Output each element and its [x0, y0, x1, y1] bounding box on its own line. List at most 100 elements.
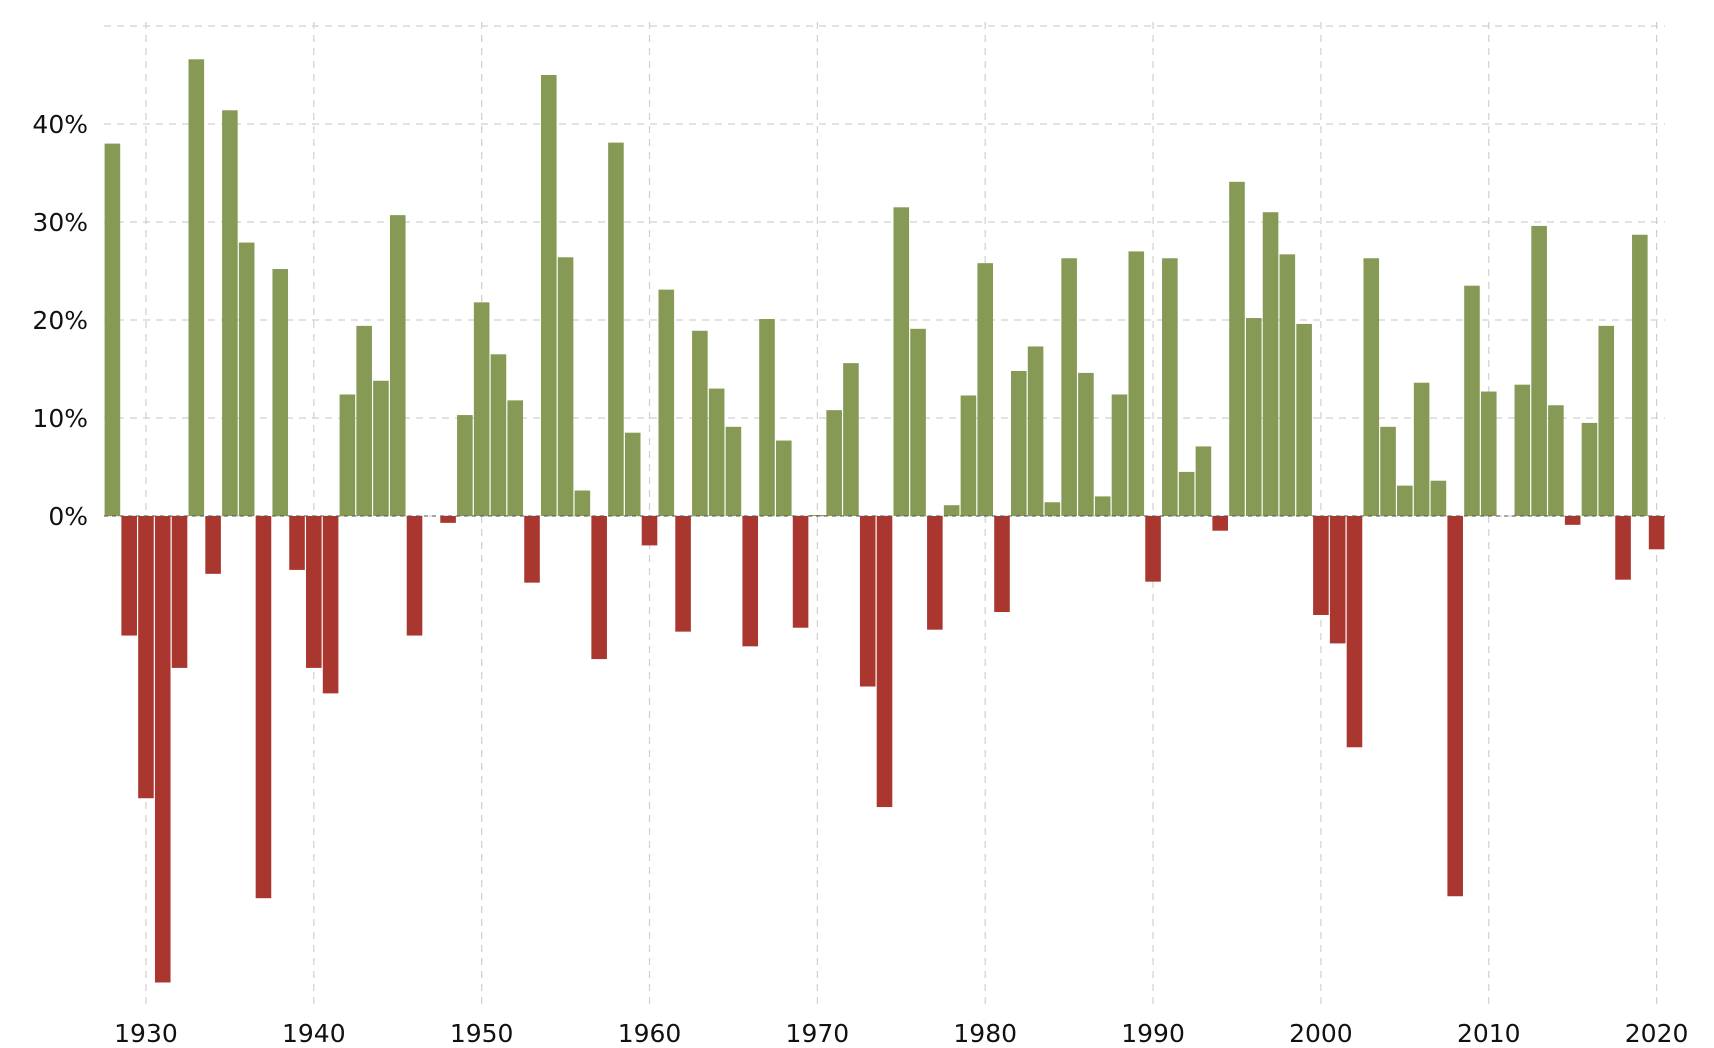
x-tick-label: 1950	[450, 1019, 514, 1048]
x-tick-label: 2020	[1625, 1019, 1689, 1048]
bar-2006	[1413, 382, 1430, 516]
bar-1993	[1195, 446, 1212, 516]
bar-1953	[524, 516, 540, 583]
y-tick-label: 20%	[32, 306, 88, 335]
bar-1982	[1010, 370, 1027, 516]
bar-1991	[1162, 258, 1178, 516]
bar-1983	[1027, 346, 1044, 516]
bar-1930	[138, 516, 154, 799]
bar-1999	[1296, 323, 1312, 516]
bar-1929	[121, 516, 137, 636]
x-tick-label: 1960	[618, 1019, 682, 1048]
bar-1950	[473, 302, 490, 516]
bar-1966	[742, 516, 759, 647]
bar-1986	[1078, 372, 1094, 516]
bar-1934	[205, 516, 221, 574]
bar-2012	[1514, 384, 1531, 516]
bar-2001	[1329, 516, 1346, 644]
bar-1989	[1128, 251, 1145, 516]
bar-2003	[1363, 258, 1380, 516]
bar-1975	[893, 207, 910, 517]
bar-2002	[1346, 516, 1363, 748]
bar-1949	[457, 415, 473, 516]
bar-1959	[624, 432, 641, 516]
x-tick-label: 2010	[1457, 1019, 1521, 1048]
bar-1960	[641, 516, 658, 546]
bar-2007	[1430, 480, 1447, 516]
bar-1987	[1094, 496, 1111, 516]
bar-1955	[557, 257, 574, 516]
bar-1933	[188, 59, 205, 516]
bar-1932	[171, 516, 188, 668]
bar-1992	[1178, 471, 1195, 516]
bar-2019	[1632, 234, 1648, 517]
bar-2010	[1480, 391, 1497, 516]
axis-labels: 0% 10% 20% 30% 40% 1930 1940 1950 1960 1970 1980 19…	[32, 110, 1688, 1048]
bar-2005	[1397, 485, 1413, 516]
y-tick-label: 0%	[48, 502, 88, 531]
bar-1972	[843, 363, 859, 516]
bar-1931	[154, 516, 171, 983]
bar-1962	[675, 516, 691, 632]
bar-1957	[591, 516, 607, 660]
bar-1988	[1111, 394, 1128, 516]
bar-1935	[222, 110, 238, 516]
x-tick-label: 1930	[114, 1019, 178, 1048]
bar-1961	[658, 289, 675, 516]
bar-1951	[490, 354, 507, 516]
bar-1980	[977, 263, 994, 516]
bar-1981	[994, 516, 1010, 613]
bar-1976	[910, 328, 926, 516]
bar-2017	[1598, 325, 1615, 516]
bar-1997	[1262, 212, 1279, 516]
bar-1969	[792, 516, 809, 628]
y-tick-label: 40%	[32, 110, 88, 139]
bar-1944	[373, 380, 389, 516]
bar-1968	[775, 440, 792, 516]
bar-1998	[1279, 254, 1296, 516]
bar-1954	[541, 75, 557, 516]
bar-1952	[507, 400, 524, 516]
x-tick-label: 1970	[786, 1019, 850, 1048]
bar-1958	[608, 142, 624, 516]
bar-2018	[1615, 516, 1631, 580]
bar-1984	[1044, 502, 1061, 516]
bar-2013	[1531, 225, 1547, 517]
bar-1956	[574, 490, 591, 516]
bar-2004	[1380, 426, 1396, 516]
bar-1978	[943, 505, 960, 516]
y-tick-label: 10%	[32, 404, 88, 433]
bar-layer	[104, 59, 1665, 983]
bar-2016	[1581, 422, 1598, 516]
bar-1965	[725, 426, 742, 516]
bar-2000	[1313, 516, 1329, 615]
bar-1939	[289, 516, 305, 570]
bar-1964	[708, 388, 725, 516]
x-tick-label: 1990	[1121, 1019, 1185, 1048]
x-tick-label: 1980	[953, 1019, 1017, 1048]
bar-1979	[960, 395, 977, 516]
bar-1996	[1245, 318, 1262, 516]
bar-2014	[1548, 405, 1564, 516]
x-tick-label: 1940	[282, 1019, 346, 1048]
bar-1971	[826, 410, 842, 516]
bar-1994	[1212, 516, 1228, 531]
bar-1940	[306, 516, 322, 668]
bar-1990	[1145, 516, 1161, 582]
bar-1937	[255, 516, 272, 899]
bar-1967	[759, 319, 775, 516]
bar-2008	[1447, 516, 1463, 897]
bar-2020	[1648, 516, 1665, 550]
bar-1936	[238, 242, 255, 516]
bar-2009	[1464, 285, 1480, 516]
bar-2015	[1564, 516, 1581, 525]
bar-1995	[1229, 181, 1245, 516]
bar-1938	[272, 269, 289, 516]
y-tick-label: 30%	[32, 208, 88, 237]
x-tick-label: 2000	[1289, 1019, 1353, 1048]
bar-1977	[927, 516, 943, 630]
bar-1943	[356, 325, 372, 516]
bar-1974	[876, 516, 893, 808]
bar-1963	[692, 330, 708, 516]
